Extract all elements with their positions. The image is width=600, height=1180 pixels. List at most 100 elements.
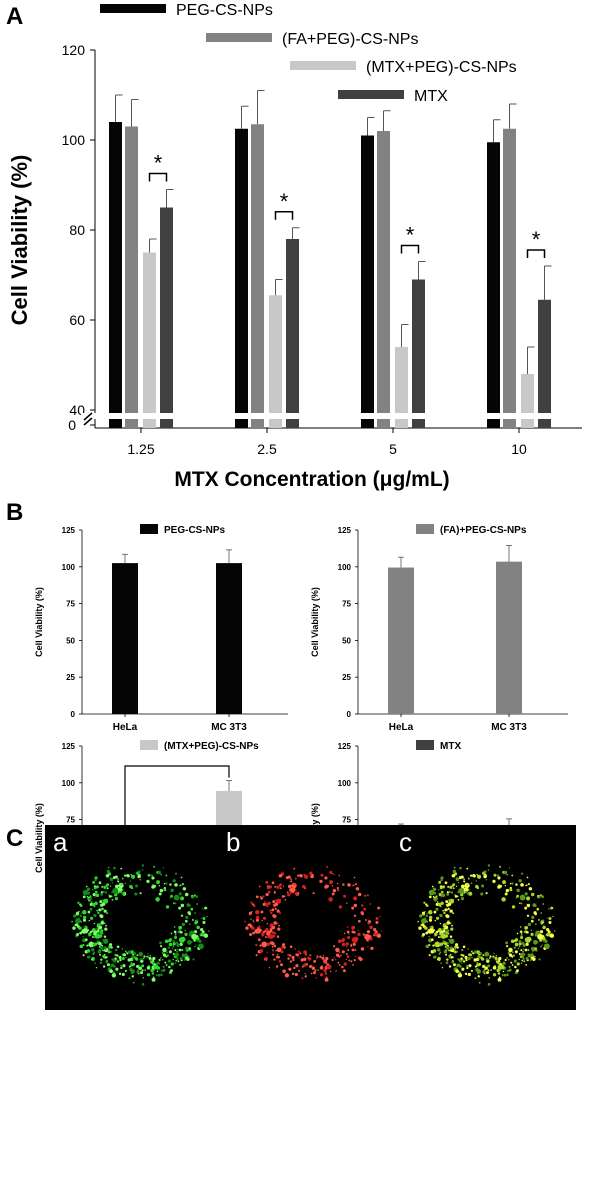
fluorescence-spot xyxy=(147,953,149,955)
fluorescence-spot xyxy=(295,964,299,968)
fluorescence-spot xyxy=(248,913,251,916)
significance-bracket-a xyxy=(148,172,168,182)
fluorescence-spot xyxy=(375,917,379,921)
fluorescence-spot xyxy=(277,927,281,931)
fluorescence-spot xyxy=(267,890,271,894)
fluorescence-spot xyxy=(439,886,443,890)
fluorescence-spot xyxy=(320,873,324,877)
fluorescence-spot xyxy=(178,892,182,896)
fluorescence-spot xyxy=(518,940,522,943)
fluorescence-spot xyxy=(354,949,357,952)
fluorescence-spot xyxy=(262,902,266,907)
fluorescence-spot xyxy=(492,879,496,884)
fluorescence-spot xyxy=(350,944,353,947)
fluorescence-spot xyxy=(257,938,261,942)
fluorescence-spot xyxy=(289,891,293,894)
fluorescence-spot xyxy=(460,897,465,901)
fluorescence-spot xyxy=(113,965,116,968)
fluorescence-spot xyxy=(294,877,297,879)
fluorescence-spot xyxy=(202,917,206,921)
fluorescence-spot xyxy=(520,962,523,964)
fluorescence-spot xyxy=(429,926,432,929)
micrograph-c: c xyxy=(391,825,576,1010)
fluorescence-spot xyxy=(184,932,188,937)
fluorescence-spot xyxy=(141,982,145,986)
fluorescence-spot xyxy=(151,977,156,982)
fluorescence-spot xyxy=(503,870,508,875)
fluorescence-spot xyxy=(497,972,501,975)
fluorescence-spot xyxy=(353,936,359,942)
fluorescence-spot xyxy=(282,943,286,947)
fluorescence-spot xyxy=(173,945,175,947)
fluorescence-spot xyxy=(149,955,151,957)
fluorescence-spot xyxy=(364,895,366,897)
fluorescence-spot xyxy=(438,888,440,891)
y-tick-label-b2: 50 xyxy=(342,636,351,645)
fluorescence-spot xyxy=(470,950,473,953)
fluorescence-spot xyxy=(434,932,438,937)
fluorescence-spot xyxy=(460,957,463,960)
fluorescence-spot xyxy=(529,958,532,962)
fluorescence-spot xyxy=(465,888,468,891)
fluorescence-spot xyxy=(99,961,103,964)
fluorescence-spot xyxy=(472,952,475,955)
fluorescence-spot xyxy=(266,886,270,890)
fluorescence-spot xyxy=(446,891,449,893)
fluorescence-spot xyxy=(278,960,282,963)
fluorescence-spot xyxy=(444,925,449,930)
fluorescence-spot xyxy=(339,951,341,953)
fluorescence-spot xyxy=(184,919,188,923)
fluorescence-spot xyxy=(338,905,343,909)
fluorescence-spot xyxy=(279,887,282,890)
fluorescence-spot xyxy=(476,957,480,961)
fluorescence-spot xyxy=(477,972,479,975)
fluorescence-spot xyxy=(462,960,466,963)
fluorescence-spot xyxy=(446,921,450,925)
fluorescence-spot xyxy=(86,949,91,953)
fluorescence-spot xyxy=(132,981,135,984)
fluorescence-spot xyxy=(103,909,107,913)
fluorescence-spot xyxy=(103,953,106,956)
fluorescence-spot xyxy=(519,902,521,904)
fluorescence-spot xyxy=(417,920,419,923)
fluorescence-spot xyxy=(475,968,479,971)
fluorescence-spot xyxy=(343,962,347,966)
fluorescence-spot xyxy=(174,883,178,887)
fluorescence-spot xyxy=(481,965,485,968)
fluorescence-spot xyxy=(271,946,274,948)
fluorescence-spot xyxy=(317,969,319,971)
fluorescence-spot xyxy=(345,958,347,961)
fluorescence-spot xyxy=(109,969,113,974)
fluorescence-spot xyxy=(114,875,118,879)
fluorescence-spot xyxy=(175,959,178,962)
fluorescence-spot xyxy=(301,965,304,968)
fluorescence-spot xyxy=(462,954,465,957)
fluorescence-spot xyxy=(419,914,423,918)
fluorescence-spot xyxy=(331,892,335,896)
micrograph-b-image xyxy=(244,865,383,982)
fluorescence-spot xyxy=(554,930,556,932)
fluorescence-spot xyxy=(180,931,183,934)
fluorescence-spot xyxy=(483,870,487,874)
fluorescence-spot xyxy=(448,899,450,901)
fluorescence-spot xyxy=(544,943,548,948)
fluorescence-spot xyxy=(255,895,259,899)
fluorescence-spot xyxy=(505,888,510,893)
fluorescence-spot xyxy=(275,965,279,968)
fluorescence-spot xyxy=(101,948,104,951)
fluorescence-spot xyxy=(252,904,256,908)
fluorescence-spot xyxy=(194,922,197,925)
fluorescence-spot xyxy=(93,942,98,946)
fluorescence-spot xyxy=(285,974,288,977)
fluorescence-spot xyxy=(93,922,96,925)
fluorescence-spot xyxy=(158,884,161,887)
fluorescence-spot xyxy=(458,888,465,894)
fluorescence-spot xyxy=(433,891,437,895)
fluorescence-spot xyxy=(130,874,136,879)
fluorescence-spot xyxy=(146,966,151,970)
fluorescence-spot xyxy=(123,953,127,957)
fluorescence-spot xyxy=(451,924,453,927)
fluorescence-spot xyxy=(470,882,473,885)
fluorescence-spot xyxy=(425,914,429,917)
fluorescence-spot xyxy=(167,959,171,963)
